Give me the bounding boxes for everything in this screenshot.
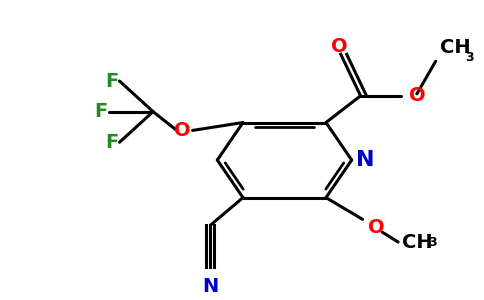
Text: F: F (105, 133, 118, 152)
Text: O: O (174, 121, 191, 140)
Text: O: O (409, 86, 425, 105)
Text: O: O (368, 218, 385, 237)
Text: N: N (356, 150, 375, 170)
Text: O: O (331, 37, 347, 56)
Text: CH: CH (439, 38, 470, 57)
Text: F: F (94, 102, 107, 121)
Text: 3: 3 (465, 51, 474, 64)
Text: F: F (105, 71, 118, 91)
Text: CH: CH (402, 232, 433, 252)
Text: 3: 3 (428, 236, 437, 249)
Text: N: N (202, 277, 218, 296)
